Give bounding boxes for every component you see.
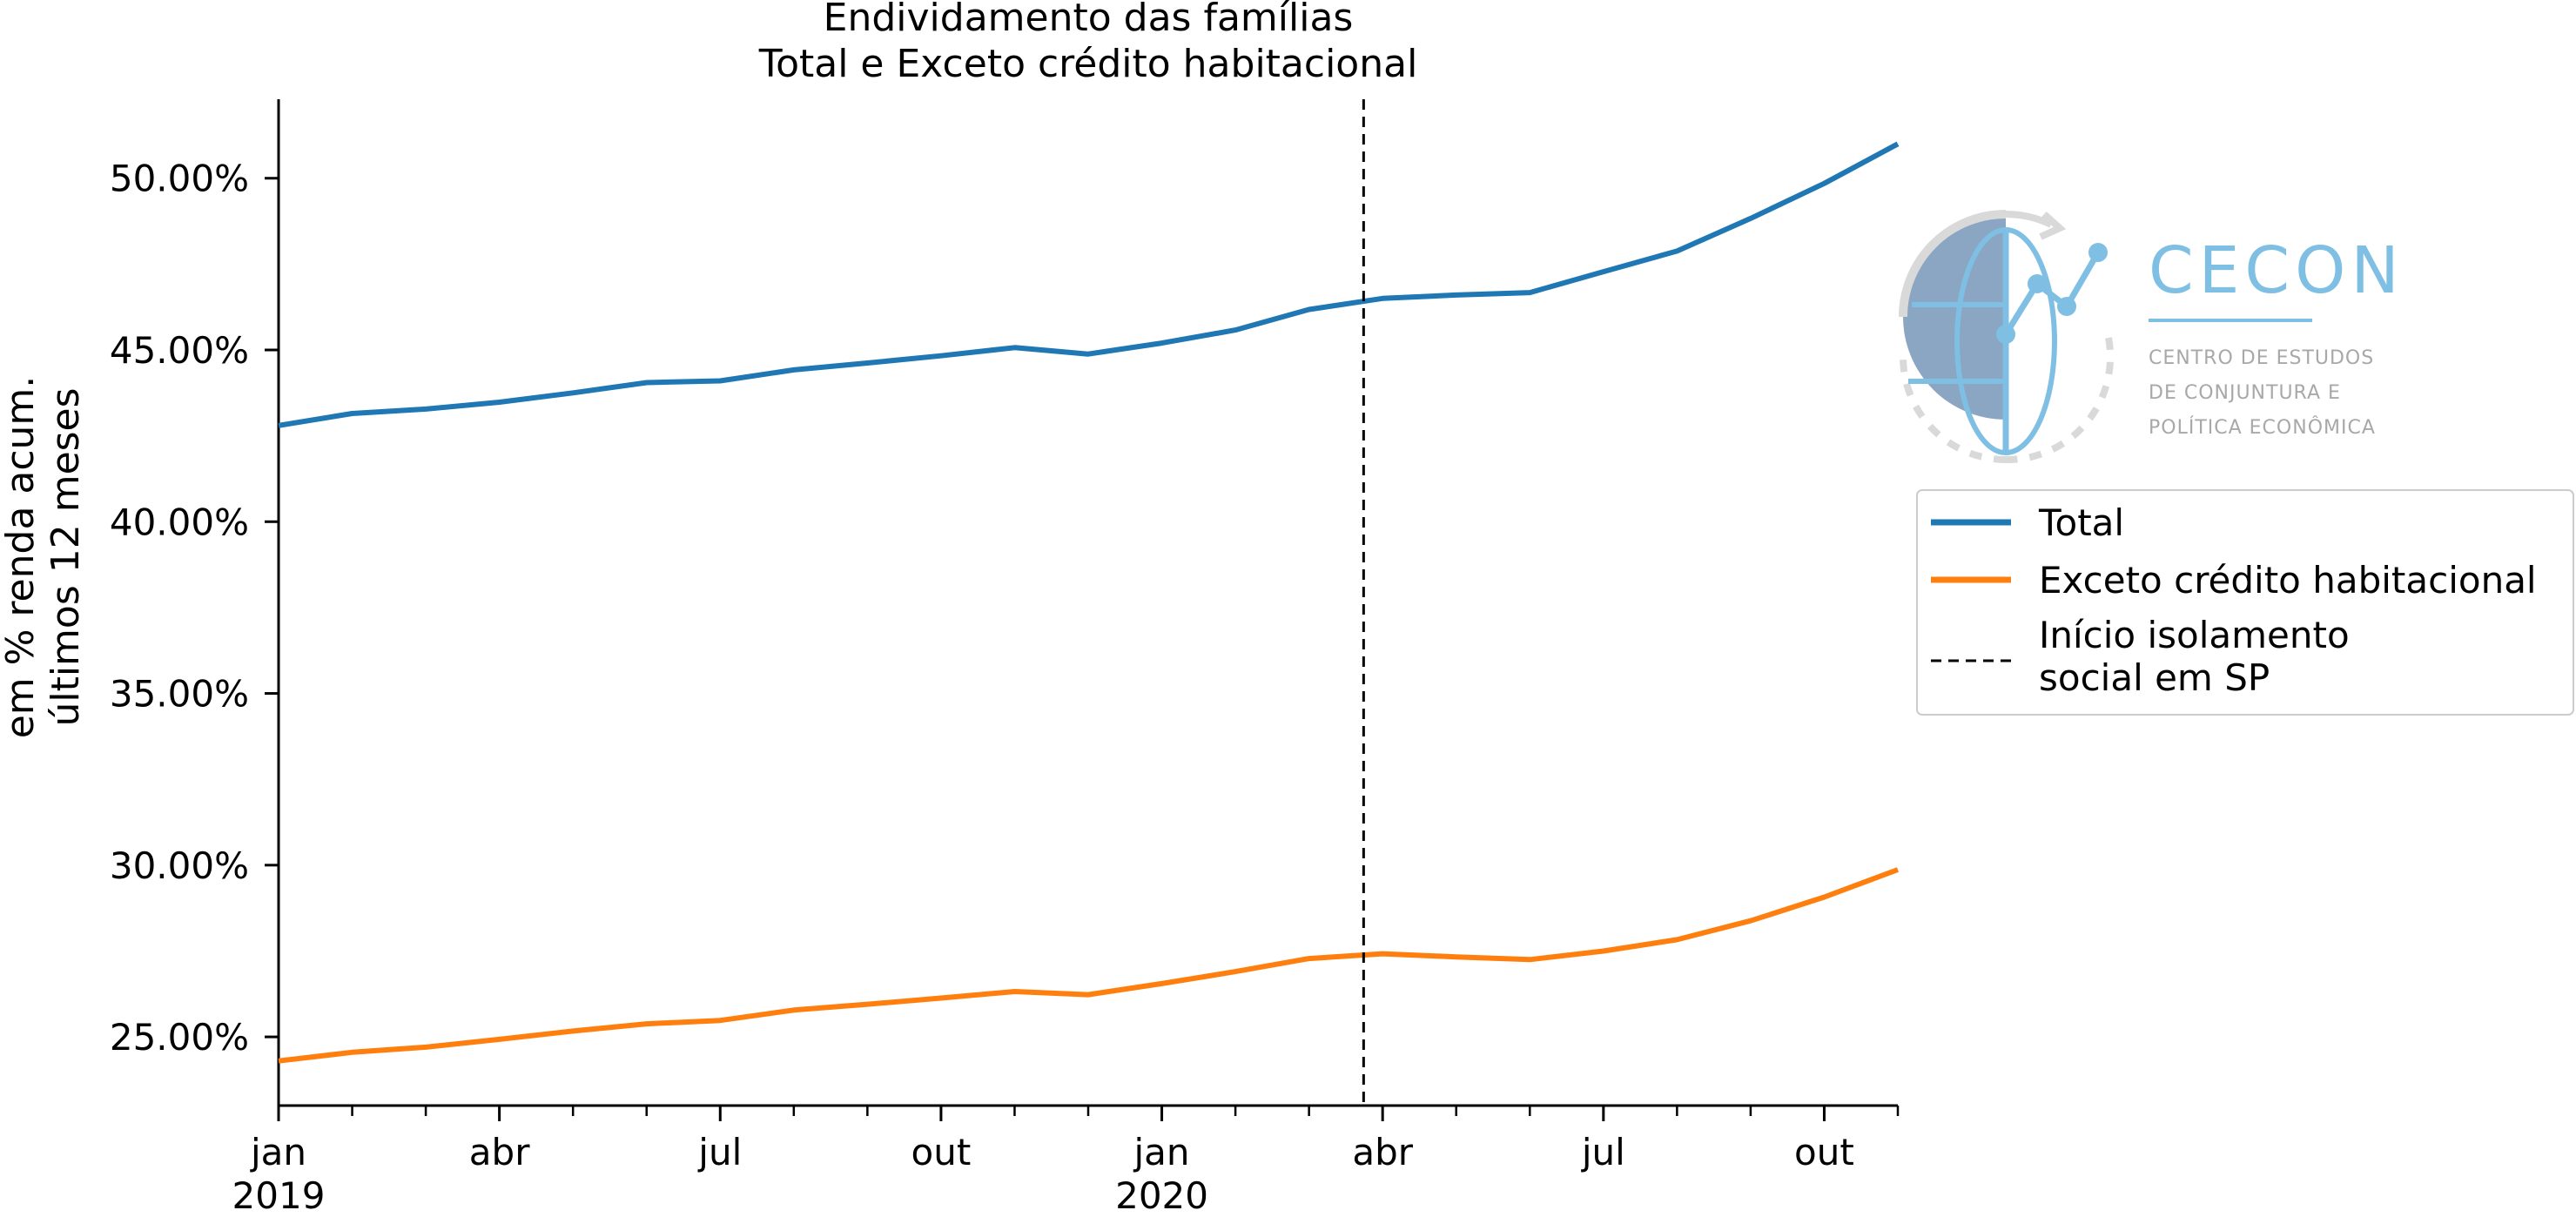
x-tick-year-label: 2019 bbox=[232, 1174, 326, 1217]
y-tick-label: 30.00% bbox=[110, 844, 249, 887]
logo-line2: DE CONJUNTURA E bbox=[2149, 382, 2341, 404]
chart-title: Endividamento das famílias bbox=[824, 0, 1354, 40]
x-tick-year-label: 2020 bbox=[1115, 1174, 1208, 1217]
cecon-logo: CECON CENTRO DE ESTUDOS DE CONJUNTURA E … bbox=[1899, 210, 2404, 464]
x-tick-label: jul bbox=[1581, 1131, 1625, 1173]
legend-label-exceto: Exceto crédito habitacional bbox=[2039, 559, 2537, 602]
y-tick-label: 45.00% bbox=[110, 329, 249, 372]
legend-label-total: Total bbox=[2038, 501, 2124, 544]
logo-line1: CENTRO DE ESTUDOS bbox=[2149, 347, 2374, 369]
chart-subtitle: Total e Exceto crédito habitacional bbox=[758, 42, 1418, 86]
series-layer bbox=[278, 99, 1900, 1106]
x-tick-label: jan bbox=[250, 1131, 306, 1173]
y-tick-label: 50.00% bbox=[110, 158, 249, 200]
legend-box bbox=[1916, 489, 2574, 716]
series-line-exceto bbox=[278, 867, 1900, 1064]
logo-line3: POLÍTICA ECONÔMICA bbox=[2149, 416, 2376, 439]
x-tick-label: out bbox=[1794, 1131, 1854, 1173]
y-ticks: 25.00% 30.00% 35.00% 40.00% 45.00% 50.00% bbox=[110, 158, 279, 1059]
x-tick-label: jul bbox=[697, 1131, 742, 1173]
x-tick-label: out bbox=[911, 1131, 972, 1173]
globe-chart-icon bbox=[1899, 210, 2115, 464]
x-tick-label: jan bbox=[1133, 1131, 1190, 1173]
y-axis-label-line1: em % renda acum. bbox=[0, 376, 43, 739]
legend-label-isolamento-line1: Início isolamento bbox=[2039, 614, 2350, 656]
legend-label-isolamento-line2: social em SP bbox=[2039, 656, 2270, 699]
y-tick-label: 25.00% bbox=[110, 1016, 249, 1059]
logo-title: CECON bbox=[2149, 233, 2404, 308]
y-axis-label-line2: últimos 12 meses bbox=[44, 387, 88, 726]
y-tick-label: 40.00% bbox=[110, 501, 249, 543]
y-tick-label: 35.00% bbox=[110, 673, 249, 716]
x-tick-label: abr bbox=[469, 1131, 530, 1173]
series-line-total bbox=[278, 141, 1900, 428]
legend: Total Exceto crédito habitacional Início… bbox=[1916, 489, 2574, 716]
x-tick-label: abr bbox=[1352, 1131, 1413, 1173]
